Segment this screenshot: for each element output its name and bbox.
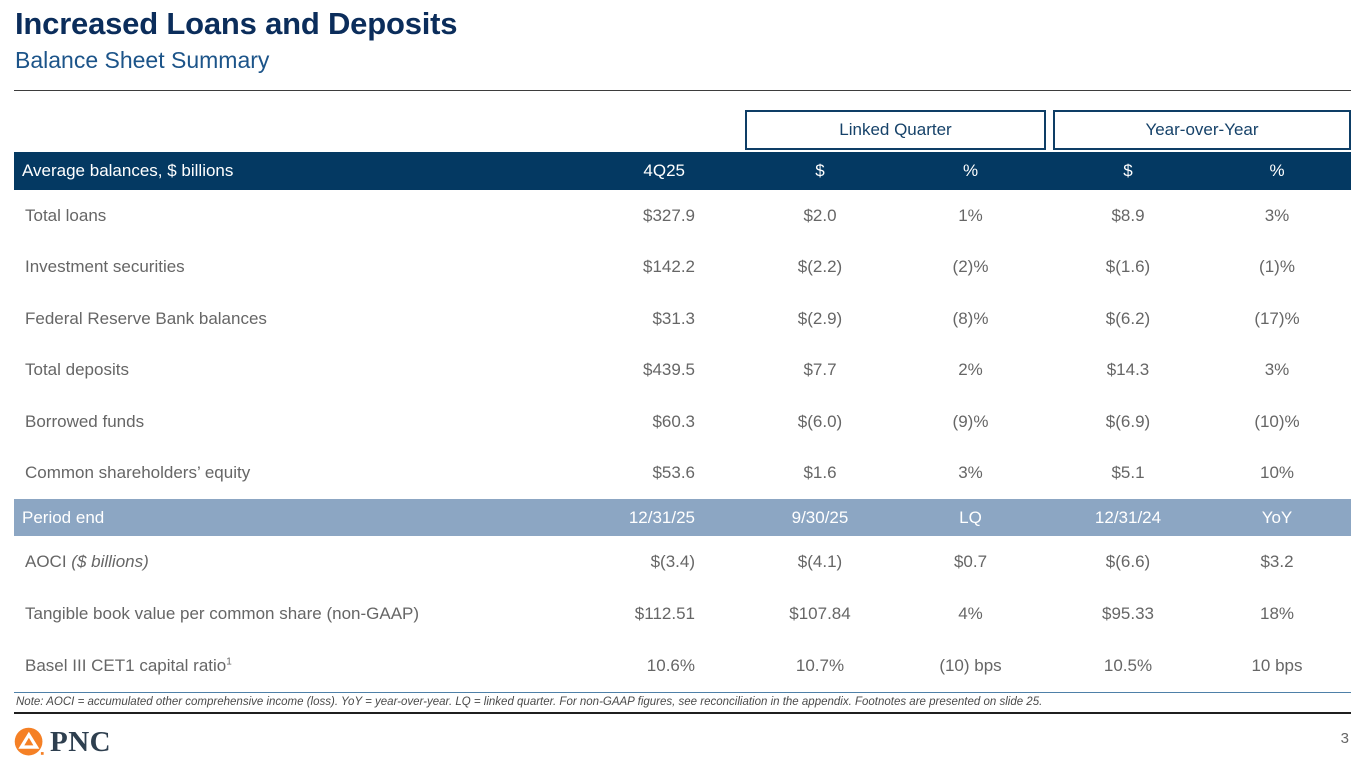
header-lq-pct: % [962, 161, 979, 180]
table-row: AOCI ($ billions) $(3.4) $(4.1) $0.7 $(6… [14, 536, 1351, 588]
row-label: AOCI ($ billions) [25, 552, 149, 571]
row-label-italic: ($ billions) [71, 552, 149, 571]
cell-4q25: $112.51 [634, 604, 695, 623]
header-divider [14, 90, 1351, 91]
cell-yoy-pct: (17)% [1254, 308, 1300, 328]
cell-4q25: $60.3 [652, 411, 695, 431]
group-header-row: Linked Quarter Year-over-Year [14, 110, 1351, 150]
cell-yoy-dollar: $(6.2) [1105, 308, 1151, 328]
table-row: Total loans $327.9 $2.0 1% $8.9 3% [14, 190, 1351, 242]
cell-4q25: $142.2 [643, 257, 695, 277]
year-over-year-group-header: Year-over-Year [1053, 110, 1351, 150]
cell-lq-dollar: $(4.1) [797, 552, 843, 571]
pnc-logo: PNC [14, 726, 111, 759]
table-row: Basel III CET1 capital ratio1 10.6% 10.7… [14, 640, 1351, 692]
cell-yoy-dollar: 10.5% [1103, 656, 1153, 675]
linked-quarter-group-header: Linked Quarter [745, 110, 1046, 150]
cell-lq-dollar: $2.0 [803, 205, 837, 225]
row-label: Borrowed funds [25, 411, 145, 431]
table-row: Federal Reserve Bank balances $31.3 $(2.… [14, 293, 1351, 345]
cell-lq-pct: 3% [958, 463, 983, 483]
cell-4q25: 12/31/25 [628, 507, 695, 527]
table-row: Tangible book value per common share (no… [14, 588, 1351, 640]
cell-yoy-dollar: $5.1 [1111, 463, 1145, 483]
cell-lq-pct: $0.7 [953, 552, 988, 571]
pnc-logo-icon [14, 727, 44, 756]
page-subtitle: Balance Sheet Summary [15, 47, 270, 73]
cell-yoy-pct: 10 bps [1251, 656, 1303, 675]
footnote-superscript: 1 [226, 656, 232, 668]
cell-lq-pct: (2)% [952, 257, 989, 277]
cell-lq-dollar: $1.6 [803, 463, 837, 483]
cell-yoy-dollar: $(6.9) [1105, 411, 1151, 431]
footnote-text: Note: AOCI = accumulated other comprehen… [16, 696, 1043, 708]
row-label: Basel III CET1 capital ratio1 [25, 656, 232, 675]
header-yoy-pct: % [1269, 161, 1285, 180]
cell-lq-pct: 1% [958, 205, 983, 225]
cell-yoy-pct: 3% [1264, 205, 1290, 225]
row-label: Period end [22, 507, 105, 527]
cell-yoy-dollar: $95.33 [1102, 604, 1154, 623]
table-row: Common shareholders’ equity $53.6 $1.6 3… [14, 448, 1351, 500]
cell-lq-pct: 2% [958, 360, 983, 380]
cell-lq-pct: (10) bps [939, 656, 1002, 675]
cell-yoy-pct: $3.2 [1260, 552, 1294, 571]
cell-yoy-dollar: $(6.6) [1105, 552, 1151, 571]
cell-yoy-dollar: $14.3 [1106, 360, 1150, 380]
page-number: 3 [1340, 730, 1349, 747]
table-row: Total deposits $439.5 $7.7 2% $14.3 3% [14, 345, 1351, 397]
cell-lq-dollar: $107.84 [789, 604, 851, 623]
cell-lq-dollar: $7.7 [803, 360, 837, 380]
cell-yoy-dollar: $8.9 [1111, 205, 1145, 225]
table-row: Borrowed funds $60.3 $(6.0) (9)% $(6.9) … [14, 396, 1351, 448]
cell-yoy-pct: 3% [1264, 360, 1290, 380]
cell-yoy-dollar: 12/31/24 [1094, 507, 1162, 527]
cell-yoy-pct: (10)% [1254, 411, 1300, 431]
table-header-row: Average balances, $ billions 4Q25 $ % $ … [14, 152, 1351, 190]
cell-yoy-pct: YoY [1261, 507, 1293, 527]
cell-yoy-pct: 18% [1259, 604, 1295, 623]
cell-lq-pct: 4% [958, 604, 983, 623]
table-bottom-divider [14, 692, 1351, 693]
slide-header: Increased Loans and Deposits Balance She… [15, 6, 458, 74]
cell-4q25: $(3.4) [650, 552, 695, 571]
period-end-row: Period end 12/31/25 9/30/25 LQ 12/31/24 … [14, 499, 1351, 536]
cell-lq-pct: LQ [959, 507, 982, 527]
cell-lq-dollar: 9/30/25 [791, 507, 849, 527]
cell-lq-pct: (9)% [952, 411, 989, 431]
row-label: Total loans [25, 205, 107, 225]
cell-lq-dollar: $(6.0) [797, 411, 843, 431]
row-label: Federal Reserve Bank balances [25, 308, 267, 328]
header-label: Average balances, $ billions [22, 161, 234, 180]
row-label: Common shareholders’ equity [25, 463, 251, 483]
page-title: Increased Loans and Deposits [15, 6, 458, 41]
row-label: Investment securities [25, 257, 185, 277]
cell-yoy-pct: (1)% [1259, 257, 1295, 277]
cell-4q25: $327.9 [643, 205, 695, 225]
header-lq-dollar: $ [815, 161, 825, 180]
cell-lq-dollar: 10.7% [795, 656, 845, 675]
cell-4q25: $53.6 [652, 463, 695, 483]
row-label: Tangible book value per common share (no… [25, 604, 420, 623]
cell-4q25: $31.3 [652, 308, 695, 328]
cell-lq-dollar: $(2.9) [797, 308, 843, 328]
cell-lq-dollar: $(2.2) [797, 257, 843, 277]
cell-yoy-pct: 10% [1259, 463, 1295, 483]
header-yoy-dollar: $ [1123, 161, 1133, 180]
row-label: Total deposits [25, 360, 129, 380]
table-row: Investment securities $142.2 $(2.2) (2)%… [14, 242, 1351, 294]
balance-sheet-table: Linked Quarter Year-over-Year Average ba… [14, 110, 1351, 692]
cell-yoy-dollar: $(1.6) [1105, 257, 1151, 277]
footer-divider [14, 712, 1351, 714]
cell-4q25: 10.6% [646, 656, 695, 675]
cell-4q25: $439.5 [643, 360, 695, 380]
cell-lq-pct: (8)% [952, 308, 989, 328]
header-period: 4Q25 [643, 161, 685, 180]
pnc-logo-wordmark: PNC [50, 726, 112, 758]
